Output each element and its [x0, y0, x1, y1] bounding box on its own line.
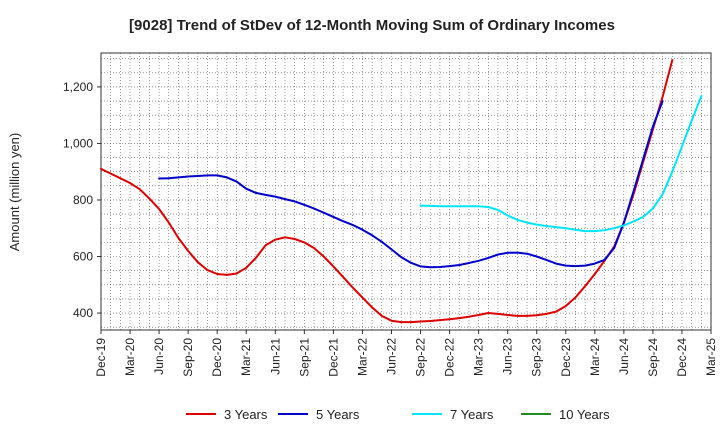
legend: 3 Years 5 Years 7 Years 10 Years	[186, 407, 610, 422]
y-tick-label: 800	[73, 193, 93, 207]
series-line-2	[158, 100, 664, 269]
x-tick-label: Mar-24	[588, 338, 602, 376]
x-tick-label: Sep-22	[414, 338, 428, 377]
x-tick-label: Dec-22	[443, 338, 457, 377]
x-tick-label: Jun-24	[617, 338, 631, 375]
x-tick-label: Jun-22	[384, 338, 398, 375]
legend-label: 7 Years	[450, 407, 494, 422]
plot-frame	[100, 52, 712, 331]
x-tick-label: Dec-19	[94, 338, 108, 377]
x-tick-label: Jun-20	[152, 338, 166, 375]
series-line-3	[419, 95, 703, 233]
x-tick-label: Mar-22	[355, 338, 369, 376]
plot-background	[101, 53, 711, 330]
legend-label: 3 Years	[224, 407, 268, 422]
y-axis-label: Amount (million yen)	[7, 133, 22, 252]
x-tick-label: Sep-24	[646, 338, 660, 377]
plot-area: 400 600 800 1,000 1,200 Dec-19 Mar-20 Jun-20 Sep…	[63, 52, 718, 377]
x-tick-label: Mar-20	[123, 338, 137, 376]
series-line-1	[100, 59, 674, 324]
x-tick-label: Dec-20	[210, 338, 224, 377]
x-tick-label: Jun-21	[268, 338, 282, 375]
x-tick-label: Sep-23	[530, 338, 544, 377]
x-tick-label: Dec-23	[559, 338, 573, 377]
x-tick-label: Mar-23	[472, 338, 486, 376]
chart-title: [9028] Trend of StDev of 12-Month Moving…	[129, 17, 615, 34]
x-tick-label: Dec-24	[675, 338, 689, 377]
x-tick-label: Sep-20	[181, 338, 195, 377]
legend-label: 10 Years	[559, 407, 610, 422]
y-tick-label: 400	[73, 306, 93, 320]
legend-label: 5 Years	[316, 407, 360, 422]
y-tick-label: 1,200	[63, 80, 93, 94]
y-tick-label: 1,000	[63, 136, 93, 150]
x-tick-label: Jun-23	[501, 338, 515, 375]
x-tick-label: Mar-21	[239, 338, 253, 376]
y-tick-label: 600	[73, 250, 93, 264]
x-tick-label: Mar-25	[704, 338, 718, 376]
x-tick-label: Sep-21	[297, 338, 311, 377]
x-tick-label: Dec-21	[326, 338, 340, 377]
